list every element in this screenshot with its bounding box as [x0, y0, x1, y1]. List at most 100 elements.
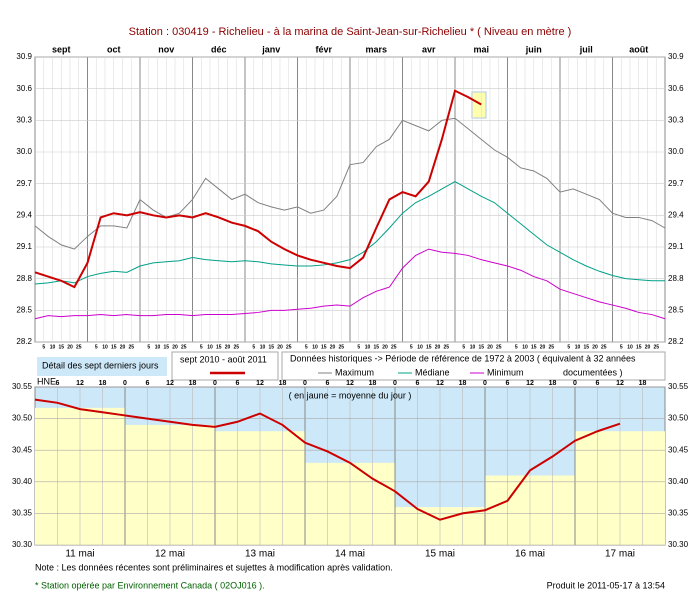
day-label: 10 — [522, 344, 528, 350]
day-label: 25 — [443, 344, 449, 350]
day-label: 10 — [312, 344, 318, 350]
month-label: févr — [315, 44, 332, 54]
series-line — [34, 117, 666, 250]
day-label: 5 — [147, 344, 150, 350]
day-label: 20 — [120, 344, 126, 350]
detail-label-box — [37, 357, 167, 376]
day-label: 15 — [426, 344, 432, 350]
day-label: 15 — [478, 344, 484, 350]
month-label: oct — [107, 44, 121, 54]
day-category: 13 mai — [245, 549, 275, 560]
day-category: 16 mai — [515, 549, 545, 560]
series-line — [34, 89, 482, 289]
day-label: 20 — [330, 344, 336, 350]
hour-label: 18 — [99, 380, 107, 387]
hour-label: 0 — [303, 380, 307, 387]
day-label: 20 — [435, 344, 441, 350]
hour-label: 6 — [236, 380, 240, 387]
y-tick-label-right: 29.4 — [668, 210, 684, 219]
day-label: 15 — [373, 344, 379, 350]
day-label: 25 — [286, 344, 292, 350]
day-label: 5 — [410, 344, 413, 350]
day-label: 10 — [575, 344, 581, 350]
y-tick-label: 29.7 — [16, 179, 32, 188]
historic-legend-box — [281, 351, 666, 381]
day-label: 15 — [268, 344, 274, 350]
day-label: 15 — [531, 344, 537, 350]
hour-label: 0 — [573, 380, 577, 387]
hour-label: 12 — [166, 380, 174, 387]
footer-note: Note : Les données récentes sont prélimi… — [35, 562, 393, 572]
month-label: mai — [473, 44, 489, 54]
day-category: 11 mai — [65, 549, 94, 560]
y-tick-label-right: 28.8 — [668, 274, 684, 283]
day-label: 5 — [200, 344, 203, 350]
y-tick-label: 30.3 — [16, 115, 32, 124]
hour-label: 18 — [369, 380, 377, 387]
day-label: 25 — [338, 344, 344, 350]
day-label: 10 — [260, 344, 266, 350]
day-label: 15 — [163, 344, 169, 350]
y-tick-label-right: 30.6 — [668, 84, 684, 93]
day-label: 10 — [417, 344, 423, 350]
hour-label: 0 — [483, 380, 487, 387]
hour-label: 6 — [56, 380, 60, 387]
day-label: 20 — [225, 344, 231, 350]
y-tick-label: 30.35 — [12, 509, 33, 518]
annotation: ( en jaune = moyenne du jour ) — [289, 390, 412, 400]
current-legend-box — [171, 351, 279, 381]
y-tick-label-right: 30.40 — [668, 477, 689, 486]
y-tick-label-right: 30.9 — [668, 52, 684, 61]
month-label: sept — [52, 44, 71, 54]
day-label: 5 — [462, 344, 465, 350]
y-tick-label: 28.8 — [16, 274, 32, 283]
hour-label: 18 — [459, 380, 467, 387]
chart-title: Station : 030419 - Richelieu - à la mari… — [129, 26, 572, 38]
y-tick-label-right: 28.2 — [668, 337, 684, 346]
day-label: 15 — [636, 344, 642, 350]
y-tick-label: 30.55 — [12, 382, 33, 391]
hour-label: 12 — [346, 380, 354, 387]
y-tick-label: 28.2 — [16, 337, 32, 346]
day-label: 5 — [305, 344, 308, 350]
month-label: avr — [422, 44, 436, 54]
month-label: mars — [365, 44, 387, 54]
month-label: nov — [158, 44, 174, 54]
day-label: 10 — [470, 344, 476, 350]
day-label: 15 — [58, 344, 64, 350]
day-category: 15 mai — [425, 549, 455, 560]
day-label: 20 — [172, 344, 178, 350]
footer-operator: * Station opérée par Environnement Canad… — [35, 580, 265, 590]
day-label: 20 — [487, 344, 493, 350]
day-label: 10 — [102, 344, 108, 350]
y-tick-label: 30.30 — [12, 540, 33, 549]
day-label: 5 — [567, 344, 570, 350]
day-label: 15 — [321, 344, 327, 350]
day-label: 25 — [653, 344, 659, 350]
day-label: 10 — [155, 344, 161, 350]
day-label: 10 — [50, 344, 56, 350]
month-label: janv — [261, 44, 280, 54]
day-label: 25 — [233, 344, 239, 350]
day-category: 12 mai — [155, 549, 185, 560]
day-label: 5 — [252, 344, 255, 350]
y-tick-label-right: 30.3 — [668, 115, 684, 124]
hour-label: 12 — [616, 380, 624, 387]
day-label: 25 — [391, 344, 397, 350]
month-label: déc — [211, 44, 227, 54]
hour-label: 6 — [506, 380, 510, 387]
day-label: 20 — [277, 344, 283, 350]
hour-label: 0 — [393, 380, 397, 387]
month-label: juin — [525, 44, 542, 54]
hour-label: 18 — [279, 380, 287, 387]
hour-label: 0 — [123, 380, 127, 387]
day-label: 5 — [95, 344, 98, 350]
hour-label: 18 — [639, 380, 647, 387]
day-label: 20 — [67, 344, 73, 350]
hour-label: 18 — [549, 380, 557, 387]
hour-label: 6 — [326, 380, 330, 387]
hour-label: 6 — [146, 380, 150, 387]
day-label: 25 — [496, 344, 502, 350]
legend-note: documentées ) — [563, 367, 623, 377]
day-label: 15 — [111, 344, 117, 350]
